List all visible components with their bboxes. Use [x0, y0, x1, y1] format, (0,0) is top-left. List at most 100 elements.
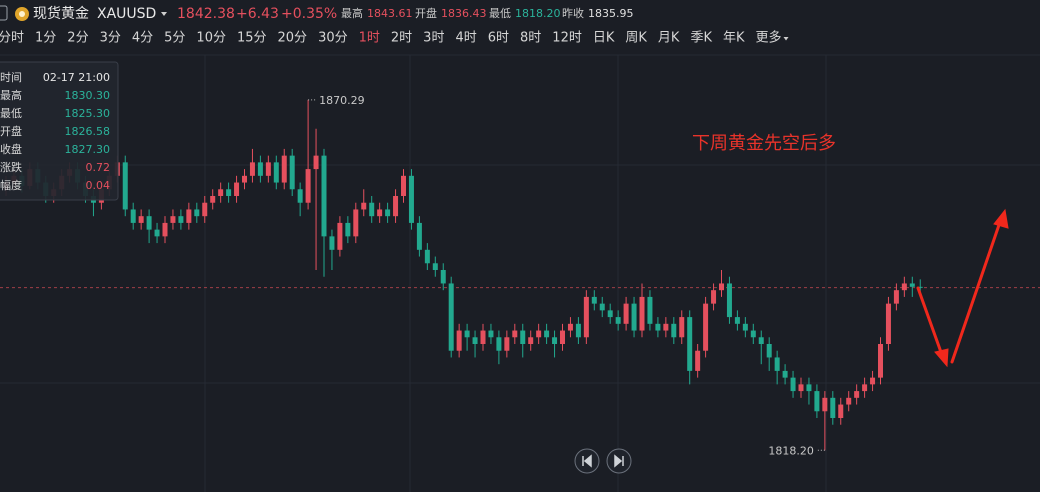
candle-body: [289, 155, 295, 190]
tooltip-rows: 时间 02-17 21:00 最高 1830.30 最低 1825.30 开盘 1826.58…: [0, 71, 110, 192]
candle-body: [512, 330, 518, 338]
candle-body: [170, 216, 176, 223]
symbol[interactable]: XAUUSD: [97, 6, 156, 22]
tooltip-label: 收盘: [0, 142, 22, 156]
period-tab[interactable]: 季K: [690, 31, 712, 46]
menu-icon[interactable]: [0, 5, 8, 21]
period-tab[interactable]: 月K: [658, 31, 680, 46]
candle-body: [456, 330, 462, 351]
period-tab[interactable]: 1时: [359, 31, 380, 46]
candle-body: [917, 286, 923, 288]
candle-body: [782, 370, 788, 378]
arrow-down: [916, 286, 944, 357]
stat-value: 1836.43: [441, 7, 487, 20]
period-tab[interactable]: 15分: [237, 31, 267, 46]
candle-body: [393, 196, 399, 217]
candle-body: [631, 303, 637, 331]
candle-body: [122, 162, 128, 210]
candle-body: [353, 209, 359, 237]
candle-body: [249, 162, 255, 176]
stat-label: 最低: [489, 7, 511, 20]
candle-body: [488, 330, 494, 338]
period-tab[interactable]: 1分: [35, 31, 56, 46]
tooltip-value: 1826.58: [65, 125, 111, 138]
period-tab[interactable]: 分时: [0, 31, 24, 46]
candle-body: [496, 337, 502, 351]
period-tab[interactable]: 20分: [278, 31, 308, 46]
period-tab[interactable]: 2时: [391, 31, 412, 46]
period-tabs: 分时 1分 2分 3分 4分 5分 10分 15分 20分 30分 1时 2时 3时 4时 6时 8时 12时日…: [0, 30, 789, 46]
candle-body: [893, 290, 899, 304]
candle-body: [846, 397, 852, 405]
period-tab[interactable]: 年K: [723, 31, 745, 46]
period-tab[interactable]: 3时: [423, 31, 444, 46]
next-icon: [614, 454, 624, 468]
tooltip-value: 1825.30: [65, 107, 111, 120]
period-tab[interactable]: 周K: [625, 31, 647, 46]
candle-body: [909, 283, 915, 287]
period-tab[interactable]: 4时: [455, 31, 476, 46]
candle-body: [806, 384, 812, 392]
candle-body: [885, 303, 891, 344]
candle-body: [186, 209, 192, 223]
arrow-head: [934, 348, 949, 368]
candle-body: [202, 202, 208, 217]
candle-body: [870, 377, 876, 385]
tooltip-label: 时间: [0, 71, 22, 84]
period-tab[interactable]: 6时: [488, 31, 509, 46]
stat-label: 开盘: [415, 6, 437, 20]
candle-body: [854, 391, 860, 398]
candle-body: [432, 263, 438, 270]
candle-body: [369, 202, 375, 217]
candle-body: [599, 303, 605, 311]
candle-body: [377, 209, 383, 217]
candle-body: [464, 330, 470, 338]
more-caret[interactable]: [783, 37, 789, 41]
period-tab[interactable]: 更多: [756, 30, 782, 46]
candle-body: [591, 296, 597, 304]
candle-body: [480, 330, 486, 344]
candle-body: [242, 175, 247, 183]
candle-body: [265, 162, 271, 176]
candle-body: [385, 209, 391, 217]
candle-body: [655, 323, 661, 331]
candle-body: [329, 236, 335, 250]
candle-body: [719, 283, 724, 291]
extreme-label: 1818.20: [768, 444, 814, 457]
period-tab[interactable]: 4分: [132, 31, 153, 46]
tooltip-value: 1827.30: [65, 143, 111, 156]
candle-body: [726, 283, 732, 318]
candle-body: [257, 162, 263, 176]
tooltip-label: 开盘: [0, 124, 22, 138]
candle-body: [766, 344, 772, 358]
candle-body: [305, 169, 311, 203]
period-tab[interactable]: 3分: [100, 31, 121, 46]
candle-body: [321, 155, 327, 237]
candle-body: [615, 317, 621, 324]
candle-body: [130, 209, 136, 223]
candle-body: [742, 323, 748, 331]
candle-body: [345, 222, 351, 237]
period-tab[interactable]: 8时: [520, 31, 541, 46]
period-tab[interactable]: 12时: [552, 31, 582, 46]
candle-body: [281, 155, 287, 183]
period-tab[interactable]: 5分: [164, 31, 185, 46]
arrow-up: [950, 220, 1002, 364]
candle-body: [424, 249, 430, 264]
change-pct: +0.35%: [281, 6, 337, 22]
candle-body: [408, 175, 414, 223]
period-tab[interactable]: 2分: [67, 31, 88, 46]
candle-body: [297, 189, 303, 203]
candle-body: [774, 357, 780, 371]
candle-body: [639, 296, 645, 331]
symbol-caret[interactable]: [161, 12, 167, 16]
candle-body: [734, 317, 740, 324]
candle-body: [663, 323, 669, 331]
period-tab[interactable]: 日K: [593, 31, 615, 46]
candle-body: [273, 162, 279, 183]
extreme-label: 1870.29: [319, 94, 365, 107]
period-tab[interactable]: 10分: [196, 31, 226, 46]
period-tab[interactable]: 30分: [318, 31, 348, 46]
candle-body: [472, 337, 478, 344]
